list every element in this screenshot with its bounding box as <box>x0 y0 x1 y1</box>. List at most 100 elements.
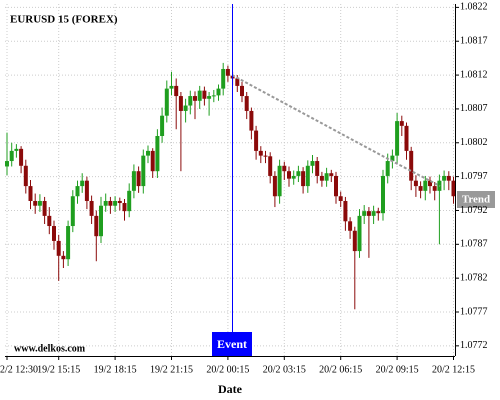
x-axis-label: Date <box>218 382 243 396</box>
y-tick-label: 1.0817 <box>460 36 488 47</box>
candle-body <box>52 226 56 241</box>
candle-body <box>202 90 207 99</box>
candle-body <box>418 186 423 191</box>
candle-body <box>131 171 136 191</box>
candle-body <box>84 180 89 201</box>
candle-body <box>225 68 230 76</box>
candle-body <box>164 88 169 116</box>
candle-body <box>376 211 381 214</box>
candle-body <box>216 88 221 96</box>
y-tick-label: 1.0782 <box>460 272 488 283</box>
candle-body <box>399 121 404 126</box>
candle-body <box>160 115 165 136</box>
candle-body <box>296 171 301 176</box>
candle-body <box>315 161 320 176</box>
x-tick-label: 20/2 09:15 <box>376 364 419 375</box>
chart-title: EURUSD 15 (FOREX) <box>10 14 118 26</box>
x-tick-label: 20/2 03:15 <box>263 364 306 375</box>
candle-body <box>268 156 273 176</box>
candle-body <box>240 85 244 97</box>
candle-body <box>66 226 71 260</box>
candle-body <box>28 186 33 201</box>
candle-body <box>19 148 24 166</box>
y-tick-label: 1.0777 <box>460 306 488 317</box>
candle-body <box>249 110 254 131</box>
candle-body <box>188 96 193 106</box>
candle-body <box>37 200 42 206</box>
trend-box <box>457 191 495 208</box>
candle-body <box>371 211 376 216</box>
candle-body <box>329 173 334 176</box>
candle-body <box>183 105 188 111</box>
candle-body <box>193 96 197 101</box>
candle-body <box>80 180 85 187</box>
candle-body <box>428 180 432 187</box>
candle-body <box>174 85 179 97</box>
candle-body <box>197 90 202 101</box>
candle-body <box>413 180 418 187</box>
candle-body <box>99 205 103 237</box>
candle-body <box>277 165 282 197</box>
candle-body <box>310 161 315 166</box>
candle-body <box>381 175 385 214</box>
candle-body <box>146 150 150 156</box>
y-tick-label: 1.0822 <box>460 2 488 13</box>
event-box <box>212 332 252 356</box>
candle-body <box>155 136 160 172</box>
candle-body <box>103 200 108 206</box>
candle-body <box>9 150 14 162</box>
candle-body <box>207 96 212 99</box>
candle-body <box>423 180 428 191</box>
candle-body <box>442 175 447 181</box>
candle-body <box>348 221 353 231</box>
candle-body <box>319 175 324 181</box>
candle-body <box>282 165 287 172</box>
x-tick-label: 19/2 18:15 <box>94 364 137 375</box>
candle-body <box>235 78 240 86</box>
candle-body <box>244 96 249 111</box>
candle-body <box>395 121 400 156</box>
candle-body <box>178 96 183 111</box>
candle-body <box>169 85 174 89</box>
candle-body <box>42 200 47 216</box>
event-label: Event <box>217 337 247 351</box>
candle-body <box>343 200 348 222</box>
candle-body <box>5 161 9 167</box>
candle-body <box>117 200 122 204</box>
candle-body <box>451 180 456 197</box>
candle-body <box>33 200 38 206</box>
candle-body <box>362 211 367 216</box>
candle-body <box>305 165 310 187</box>
candle-body <box>324 173 329 181</box>
x-tick-label: 20/2 12:15 <box>432 364 475 375</box>
candle-body <box>287 171 291 179</box>
x-tick-label: 19/2 15:15 <box>37 364 80 375</box>
y-tick-label: 1.0802 <box>460 137 488 148</box>
candle-body <box>334 175 338 197</box>
candle-body <box>254 130 259 151</box>
y-tick-label: 1.0812 <box>460 69 488 80</box>
candle-body <box>136 171 141 187</box>
candle-body <box>258 150 263 156</box>
y-tick-label: 1.0792 <box>460 205 488 216</box>
candle-body <box>221 68 226 89</box>
candle-body <box>141 155 146 187</box>
candle-body <box>61 255 66 260</box>
x-tick-label: 20/2 00:15 <box>206 364 249 375</box>
candle-body <box>89 200 94 216</box>
candle-body <box>211 95 216 97</box>
trend-label: Trend <box>462 194 490 206</box>
candle-body <box>366 211 371 216</box>
candle-body <box>122 203 127 212</box>
candle-body <box>432 186 437 191</box>
x-tick-label: 20/2 06:15 <box>319 364 362 375</box>
trend-line <box>231 74 441 187</box>
candle-body <box>301 171 306 187</box>
candle-body <box>127 190 132 212</box>
candle-body <box>56 240 61 256</box>
candle-body <box>75 186 80 197</box>
x-tick-label: 2/2 12:30 <box>0 364 38 375</box>
candle-body <box>94 215 99 237</box>
candle-body <box>113 200 118 206</box>
y-tick-label: 1.0772 <box>460 340 488 351</box>
